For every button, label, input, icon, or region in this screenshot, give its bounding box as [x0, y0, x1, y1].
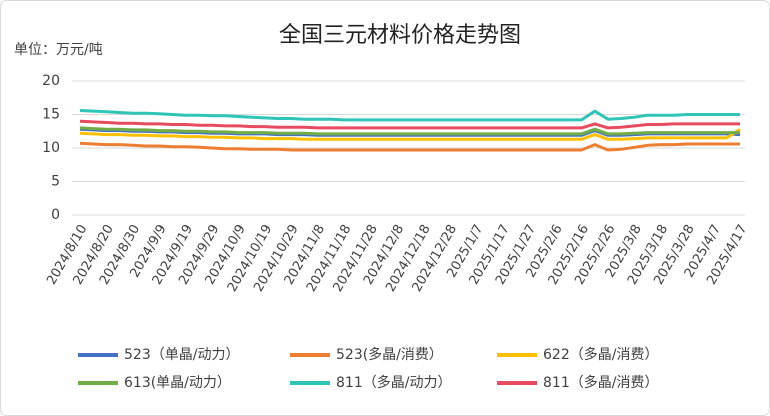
y-tick-label: 5	[51, 174, 60, 190]
y-tick-label: 15	[42, 107, 60, 123]
unit-label: 单位：万元/吨	[14, 42, 103, 58]
legend-label: 622（多晶/消费）	[543, 346, 658, 363]
legend-label: 613(单晶/动力）	[124, 375, 231, 391]
y-tick-label: 20	[42, 73, 60, 89]
series-line	[79, 141, 740, 152]
y-tick-label: 10	[42, 140, 60, 156]
series-line	[79, 109, 740, 122]
legend-label: 811（多晶/消费）	[543, 374, 658, 391]
legend-label: 811（多晶/动力）	[336, 374, 451, 391]
series-line	[79, 127, 741, 141]
chart-title: 全国三元材料价格走势图	[279, 23, 521, 48]
series-line	[79, 126, 740, 136]
legend-label: 523（单晶/动力）	[124, 347, 239, 363]
legend-label: 523(多晶/消费）	[336, 346, 443, 363]
series-line	[79, 119, 740, 130]
y-tick-label: 0	[51, 207, 60, 223]
